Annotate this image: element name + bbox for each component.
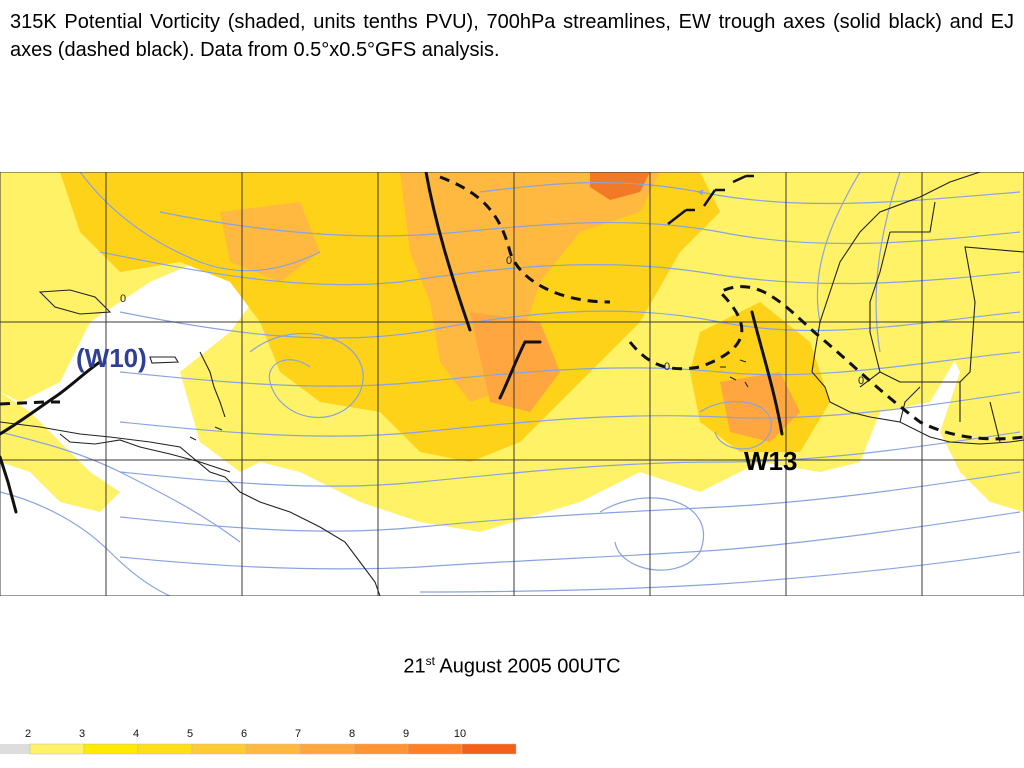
streamline: [119, 391, 1021, 437]
coastline-caribbean-islands: [189, 351, 226, 441]
colorbar-swatch: [461, 743, 517, 755]
streamline: [119, 511, 1021, 570]
trough-axes: [0, 172, 784, 514]
streamline-gyre: [249, 332, 364, 418]
coastline-hispaniola: [38, 289, 112, 315]
colorbar-tick: 6: [241, 728, 247, 740]
colorbar-tick: 8: [349, 728, 355, 740]
colorbar-ticks: 2 3 4 5 6 7 8 9 10: [25, 728, 466, 740]
coastline-south-america: [0, 421, 381, 596]
colorbar-swatch: [299, 743, 355, 755]
pv-streamline-map: 0 0 0 0: [0, 172, 1024, 596]
colorbar-swatch: [407, 743, 463, 755]
analysis-date: 21st August 2005 00UTC: [0, 654, 1024, 679]
date-suffix: st: [425, 654, 435, 668]
colorbar-tick: 9: [403, 728, 409, 740]
jet-axis-w10: [0, 400, 60, 406]
pv-colorbar: 2 3 4 5 6 7 8 9 10: [0, 728, 517, 755]
streamline: [119, 431, 1021, 487]
pv-high-region: [400, 172, 660, 402]
contour-label: 0: [664, 361, 670, 373]
streamline: [99, 251, 1021, 286]
jet-axis-step: [667, 174, 747, 225]
coastline-cape-verde: [720, 359, 749, 388]
streamlines: [0, 172, 1021, 596]
figure-caption: 315K Potential Vorticity (shaded, units …: [10, 11, 1014, 61]
colorbar-swatch: [0, 744, 30, 754]
jet-axis: [628, 285, 1024, 441]
streamline-gyre: [699, 401, 772, 450]
colorbar-swatch: [245, 743, 301, 755]
wave-label-w10: (W10): [76, 343, 147, 373]
colorbar-tick: 5: [187, 728, 193, 740]
colorbar-tick: 10: [454, 728, 466, 740]
border-west-africa: [869, 201, 1024, 383]
colorbar-tick: 3: [79, 728, 85, 740]
pv-shading: [0, 172, 1024, 532]
colorbar-swatch: [83, 743, 139, 755]
lat-lon-grid: [0, 172, 1024, 596]
coastlines: [0, 172, 1024, 596]
colorbar-swatch: [353, 743, 409, 755]
contour-label: 0: [858, 375, 864, 387]
trough-axis-mid: [424, 172, 472, 332]
colorbar-swatch: [191, 743, 247, 755]
streamline: [119, 351, 1021, 387]
streamline: [0, 431, 241, 543]
jet-axes-steps: [667, 174, 754, 225]
pv-peak-region: [590, 172, 650, 200]
contour-label: 0: [506, 255, 512, 267]
pv-low-region-east: [930, 212, 1024, 512]
colorbar-tick: 7: [295, 728, 301, 740]
colorbar-swatches: [0, 743, 517, 755]
streamline: [875, 172, 901, 353]
jet-axis-step: [686, 174, 754, 212]
trough-axis-w10: [0, 360, 102, 436]
wave-label-w13: W13: [744, 446, 798, 476]
date-rest: August 2005 00UTC: [434, 655, 621, 678]
streamline-gyre: [599, 497, 704, 571]
contour-labels: 0 0 0 0: [120, 255, 864, 387]
trough-axis-w13: [750, 310, 784, 436]
jet-axis: [439, 175, 611, 304]
streamline: [816, 172, 861, 323]
colorbar-swatch: [29, 743, 85, 755]
coastline-west-africa: [811, 172, 1024, 445]
streamline: [79, 172, 321, 272]
colorbar-tick: 4: [133, 728, 139, 740]
date-day: 21: [403, 655, 426, 678]
coastline-venezuela: [59, 433, 231, 473]
colorbar-swatch: [137, 743, 193, 755]
streamline: [159, 211, 1021, 245]
coastline-puerto-rico: [149, 356, 179, 364]
streamline: [119, 471, 1021, 532]
jet-axes: [0, 175, 1024, 441]
streamline: [479, 181, 1021, 205]
trough-axis-west: [0, 455, 18, 514]
contour-label: 0: [120, 293, 126, 305]
colorbar-tick: 2: [25, 728, 31, 740]
pv-low-region-west: [0, 392, 120, 512]
trough-axis-central: [498, 340, 542, 400]
